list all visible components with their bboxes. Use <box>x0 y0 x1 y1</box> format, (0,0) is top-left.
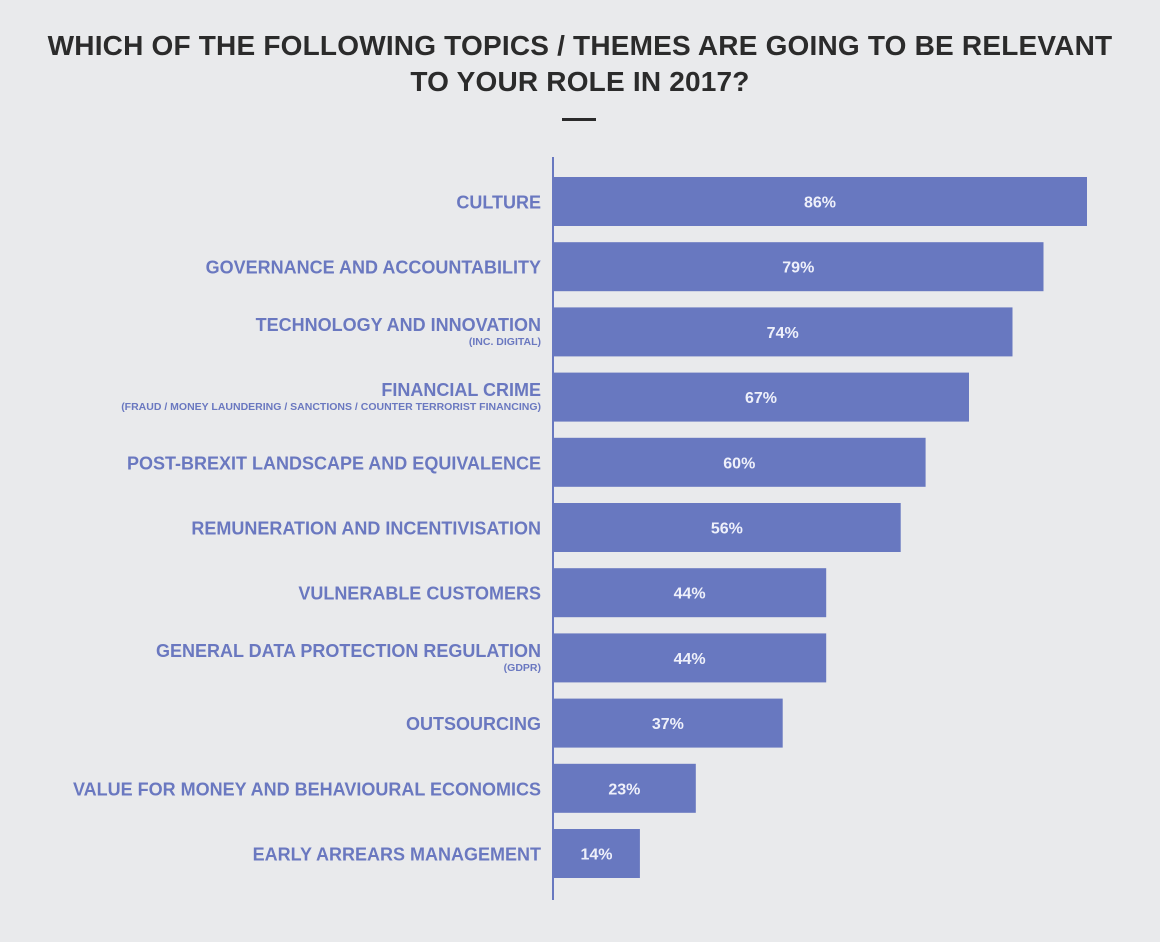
bar-value-label-10: 14% <box>580 847 612 864</box>
bar-value-label-5: 56% <box>711 521 743 538</box>
bar-5 <box>553 503 901 552</box>
chart-title-line-2: TO YOUR ROLE IN 2017? <box>410 66 750 97</box>
category-label-6: VULNERABLE CUSTOMERS <box>298 584 541 604</box>
bar-3 <box>553 372 969 422</box>
chart-title-line-1: WHICH OF THE FOLLOWING TOPICS / THEMES A… <box>47 30 1113 61</box>
bar-value-label-1: 79% <box>782 260 814 277</box>
category-label-1: GOVERNANCE AND ACCOUNTABILITY <box>206 258 541 278</box>
category-label-8: OUTSOURCING <box>406 714 541 734</box>
category-label-0: CULTURE <box>456 193 541 213</box>
category-label-4: POST-BREXIT LANDSCAPE AND EQUIVALENCE <box>127 453 541 473</box>
bar-7 <box>553 633 827 683</box>
chart-title: WHICH OF THE FOLLOWING TOPICS / THEMES A… <box>0 28 1160 100</box>
bar-value-label-6: 44% <box>674 586 706 603</box>
bar-value-label-8: 37% <box>652 716 684 733</box>
category-sublabel-2: (INC. DIGITAL) <box>469 336 541 348</box>
category-label-2: TECHNOLOGY AND INNOVATION <box>256 315 541 335</box>
bar-2 <box>553 307 1013 357</box>
bar-4 <box>553 437 926 487</box>
bar-value-label-7: 44% <box>674 651 706 668</box>
bar-value-label-4: 60% <box>723 455 755 472</box>
bar-value-label-2: 74% <box>767 325 799 342</box>
bar-8 <box>553 698 783 748</box>
title-underline <box>562 118 596 121</box>
category-sublabel-7: (GDPR) <box>504 662 541 674</box>
category-label-7: GENERAL DATA PROTECTION REGULATION <box>156 641 541 661</box>
bar-value-label-0: 86% <box>804 195 836 212</box>
category-sublabel-3: (FRAUD / MONEY LAUNDERING / SANCTIONS / … <box>121 401 541 413</box>
bar-9 <box>553 763 696 813</box>
bar-value-label-3: 67% <box>745 390 777 407</box>
category-label-3: FINANCIAL CRIME <box>381 380 541 400</box>
category-label-10: EARLY ARREARS MANAGEMENT <box>253 845 541 865</box>
bar-value-label-9: 23% <box>608 781 640 798</box>
bar-10 <box>553 829 640 878</box>
category-label-9: VALUE FOR MONEY AND BEHAVIOURAL ECONOMIC… <box>73 779 541 799</box>
bar-0 <box>553 177 1087 226</box>
category-label-5: REMUNERATION AND INCENTIVISATION <box>191 519 541 539</box>
bar-6 <box>553 568 827 618</box>
bar-1 <box>553 242 1044 292</box>
